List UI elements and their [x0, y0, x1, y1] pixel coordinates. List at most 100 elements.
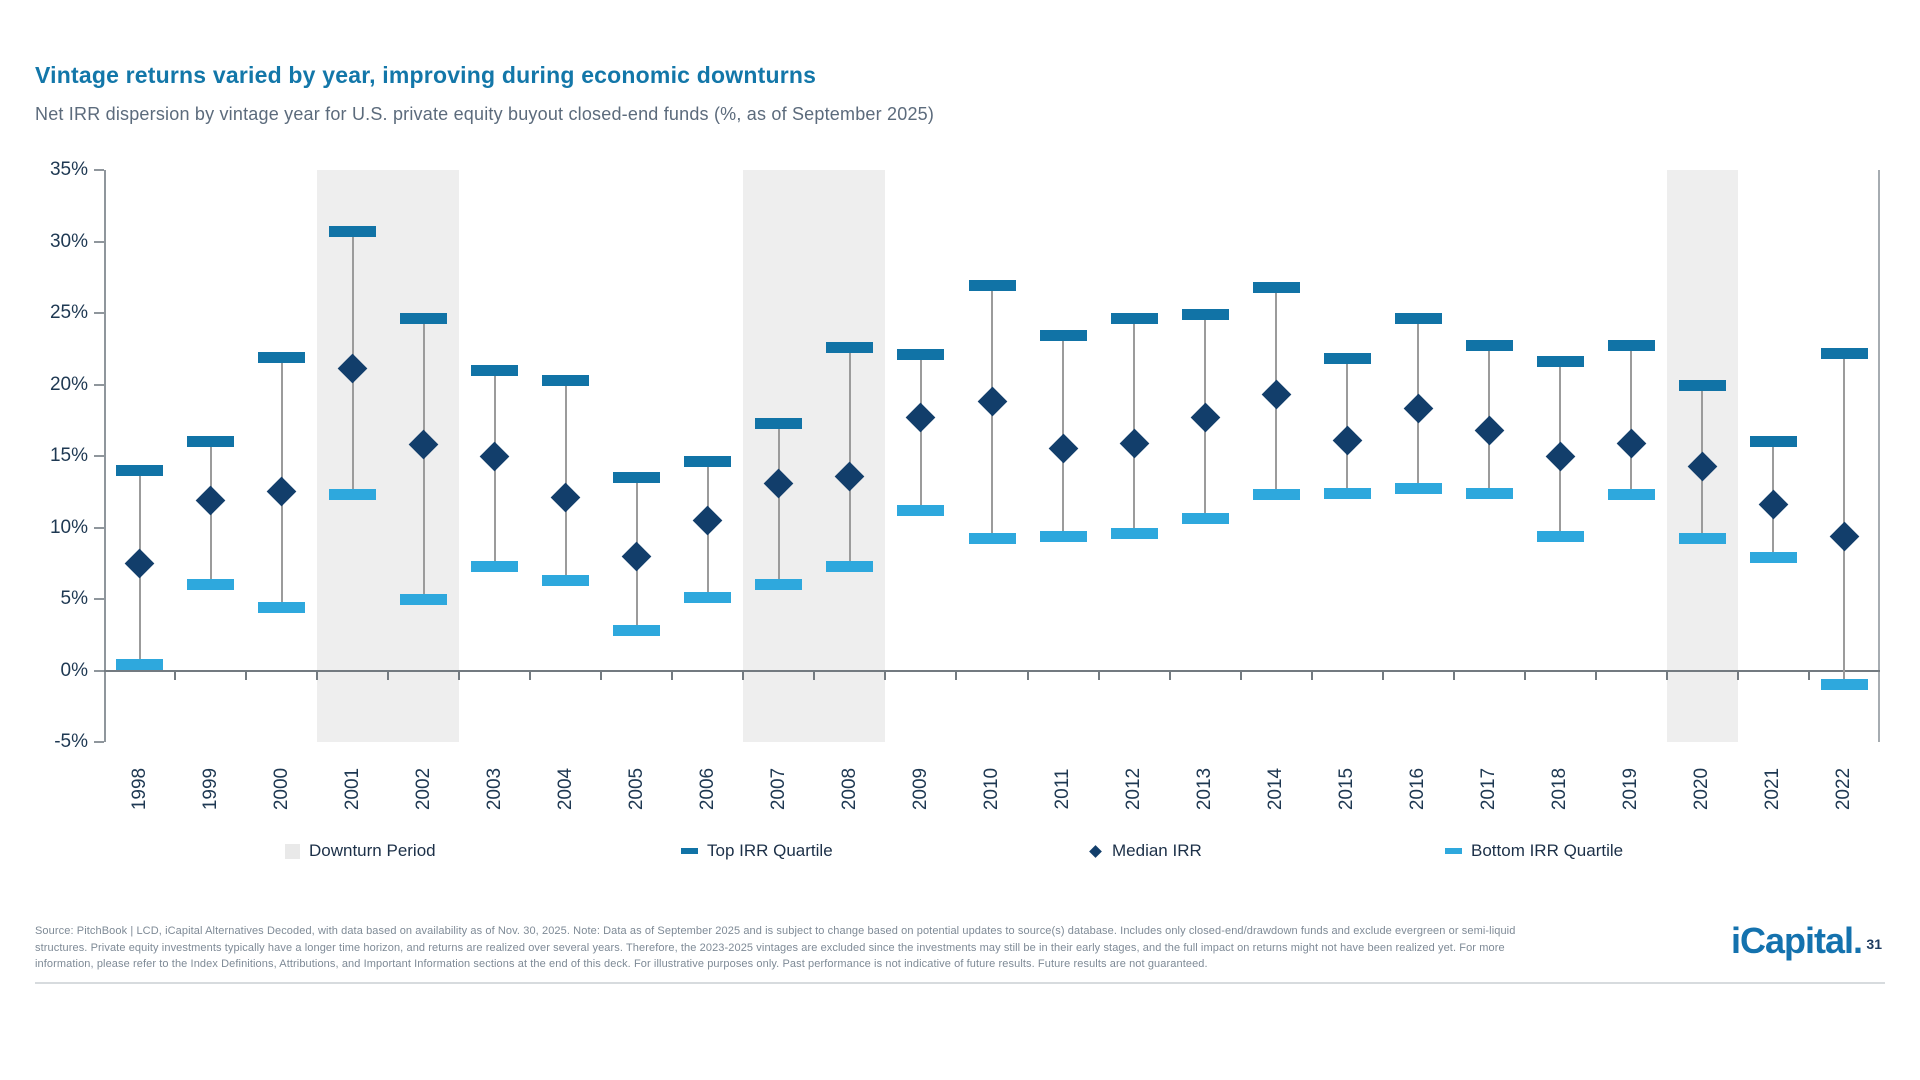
- top-quartile-bar: [1536, 356, 1584, 368]
- bottom-quartile-bar: [542, 574, 590, 586]
- x-axis-tick: [174, 670, 177, 680]
- x-axis-year-label: 2004: [554, 767, 576, 811]
- top-quartile-bar: [1820, 347, 1868, 359]
- irr-range-whisker: [919, 354, 922, 511]
- bottom-quartile-bar: [1465, 487, 1513, 499]
- x-axis-tick: [600, 670, 603, 680]
- legend-item: Top IRR Quartile: [681, 838, 833, 864]
- x-axis-tick: [1097, 670, 1100, 680]
- x-axis-year-label: 2001: [341, 767, 363, 811]
- irr-range-whisker: [848, 347, 851, 567]
- x-axis-tick: [245, 670, 248, 680]
- median-irr-marker: [1261, 379, 1292, 410]
- bottom-quartile-bar: [187, 579, 235, 591]
- x-axis-year-label: 2022: [1833, 767, 1855, 811]
- x-axis-tick: [884, 670, 887, 680]
- top-quartile-bar: [1465, 340, 1513, 352]
- x-axis-tick: [671, 670, 674, 680]
- x-axis-year-label: 2009: [909, 767, 931, 811]
- top-quartile-bar: [1039, 330, 1087, 342]
- bottom-quartile-bar: [684, 592, 732, 604]
- top-quartile-bar: [471, 364, 519, 376]
- top-quartile-bar: [329, 225, 377, 237]
- bottom-quartile-bar: [471, 560, 519, 572]
- x-axis-tick: [1736, 670, 1739, 680]
- x-axis-tick: [1381, 670, 1384, 680]
- footnote-line-2: structures. Private equity investments t…: [35, 941, 1505, 954]
- median-irr-marker: [1403, 393, 1434, 424]
- x-axis-year-label: 2008: [838, 767, 860, 811]
- x-axis-tick: [1594, 670, 1597, 680]
- x-axis-tick: [529, 670, 532, 680]
- median-irr-marker: [1048, 433, 1078, 464]
- legend-label: Median IRR: [1112, 841, 1202, 860]
- top-quartile-bar: [968, 280, 1016, 292]
- x-axis-year-label: 2002: [412, 767, 434, 811]
- top-quartile-bar: [1110, 313, 1158, 325]
- legend-item: Median IRR: [1088, 838, 1202, 864]
- y-axis-tick: [94, 383, 104, 386]
- legend-item: Bottom IRR Quartile: [1445, 838, 1623, 864]
- x-axis-tick: [1239, 670, 1242, 680]
- x-axis-tick: [813, 670, 816, 680]
- median-irr-marker: [266, 476, 297, 507]
- footer-divider: [35, 982, 1885, 984]
- y-axis-tick: [94, 741, 104, 743]
- bottom-quartile-bar: [1252, 489, 1300, 501]
- x-axis-year-label: 2006: [696, 767, 718, 811]
- x-axis-year-label: 2005: [625, 767, 647, 811]
- bottom-quartile-bar: [1749, 552, 1797, 564]
- top-quartile-bar: [1394, 313, 1442, 325]
- top-quartile-bar: [755, 417, 803, 429]
- y-axis-tick-label: 20%: [49, 373, 88, 395]
- x-axis-year-label: 2011: [1052, 768, 1074, 810]
- median-irr-marker: [692, 505, 723, 536]
- top-quartile-bar: [826, 341, 874, 353]
- median-irr-marker: [1332, 425, 1363, 456]
- top-quartile-swatch-icon: [681, 848, 698, 854]
- page-subtitle: Net IRR dispersion by vintage year for U…: [35, 104, 935, 124]
- x-axis-tick: [458, 670, 461, 680]
- plot-right-border: [1878, 170, 1880, 742]
- median-irr-marker: [1829, 521, 1860, 551]
- median-irr-marker: [1758, 489, 1789, 520]
- bottom-quartile-bar: [1394, 483, 1442, 495]
- median-diamond-swatch-icon: [1089, 844, 1102, 858]
- bottom-quartile-bar: [968, 533, 1016, 545]
- x-axis-tick: [1168, 670, 1171, 680]
- y-axis-tick-label: 25%: [49, 302, 88, 323]
- irr-range-whisker: [564, 380, 567, 581]
- x-axis-tick: [1523, 670, 1526, 680]
- x-axis-year-label: 2015: [1336, 767, 1358, 811]
- top-quartile-bar: [897, 348, 945, 360]
- bottom-quartile-bar: [897, 504, 945, 516]
- page-title: Vintage returns varied by year, improvin…: [35, 62, 817, 88]
- y-axis-tick-label: 0%: [60, 659, 88, 681]
- bottom-quartile-bar: [1110, 527, 1158, 539]
- downturn-period-band: [743, 170, 886, 742]
- y-axis-tick: [94, 240, 104, 243]
- top-quartile-bar: [187, 436, 235, 448]
- y-axis-tick-label: 15%: [49, 445, 88, 466]
- y-axis-line: [104, 170, 106, 742]
- bottom-quartile-swatch-icon: [1445, 848, 1462, 854]
- x-axis-year-label: 1999: [199, 767, 221, 811]
- x-axis-year-label: 2019: [1620, 767, 1642, 811]
- median-irr-marker: [1545, 441, 1576, 471]
- x-axis-tick: [387, 670, 390, 680]
- y-axis-tick-label: 10%: [49, 516, 88, 538]
- y-axis-tick: [94, 526, 104, 529]
- top-quartile-bar: [1181, 308, 1229, 320]
- x-axis-year-label: 1998: [128, 767, 150, 811]
- source-footnote: Source: PitchBook | LCD, iCapital Altern…: [35, 923, 1885, 973]
- median-irr-marker: [906, 402, 936, 433]
- x-axis-tick: [1807, 670, 1810, 680]
- top-quartile-bar: [1323, 353, 1371, 365]
- icapital-logo: iCapital.: [1731, 918, 1863, 964]
- median-irr-marker: [1474, 415, 1505, 446]
- median-irr-marker: [550, 482, 581, 513]
- y-axis-tick-label: 35%: [49, 159, 88, 180]
- y-axis-tick-label: -5%: [54, 731, 88, 752]
- x-axis-year-label: 2000: [270, 767, 292, 811]
- legend-label: Top IRR Quartile: [707, 841, 833, 860]
